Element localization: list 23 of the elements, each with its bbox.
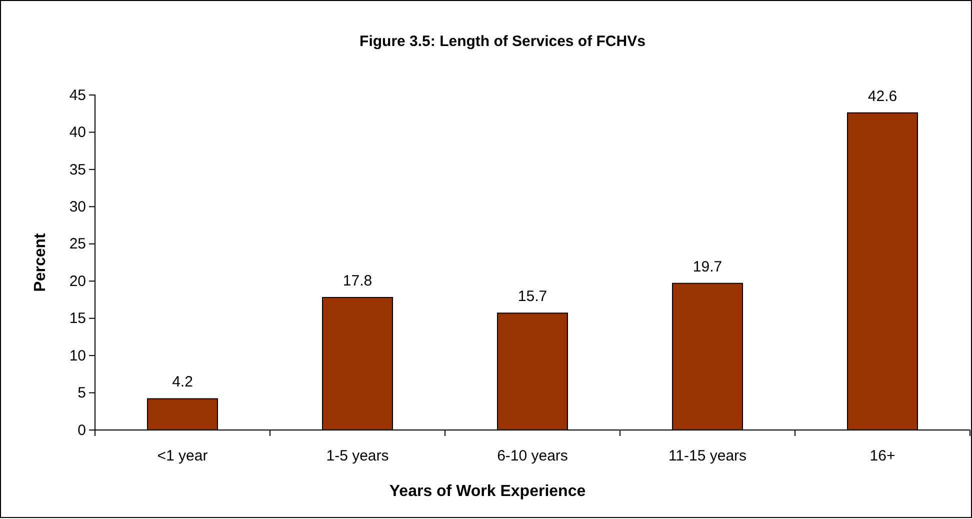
x-tick-label: 11-15 years [668, 448, 747, 465]
x-tick-label: 6-10 years [497, 448, 568, 465]
x-tick-label: 16+ [870, 448, 896, 465]
y-tick-label: 5 [78, 384, 86, 402]
data-label: 4.2 [172, 374, 193, 391]
y-tick-label: 25 [69, 236, 86, 253]
data-label: 15.7 [518, 288, 548, 306]
x-tick-label: <1 year [157, 448, 208, 465]
y-tick-label: 0 [78, 422, 86, 439]
y-tick-label: 40 [69, 124, 86, 142]
x-axis-title: Years of Work Experience [389, 483, 586, 500]
y-tick-label: 10 [69, 347, 86, 364]
y-tick-label: 20 [69, 272, 86, 290]
y-tick-label: 30 [69, 198, 86, 216]
y-tick-label: 15 [69, 310, 86, 328]
data-label: 17.8 [342, 272, 372, 290]
chart-title: Figure 3.5: Length of Services of FCHVs [360, 33, 646, 50]
data-label: 42.6 [868, 88, 898, 105]
y-tick-label: 35 [69, 161, 86, 178]
x-tick-label: 1-5 years [326, 448, 389, 465]
data-label: 19.7 [692, 258, 722, 276]
y-tick-label: 45 [69, 86, 86, 104]
y-axis-title: Percent [32, 232, 49, 292]
